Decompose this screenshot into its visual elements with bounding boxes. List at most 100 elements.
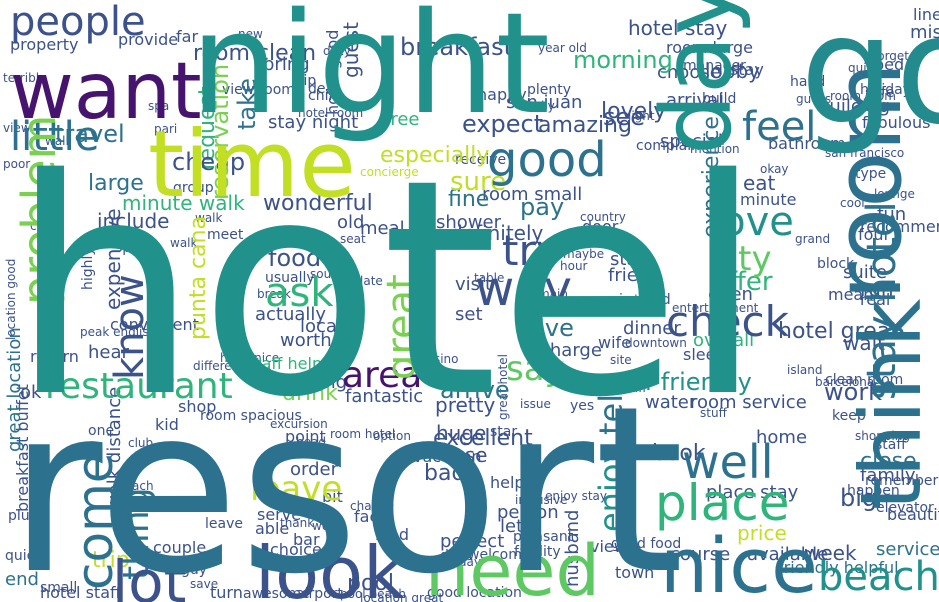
word-type: type [855,166,886,182]
word-help: help [490,473,525,492]
word-probably: probably [48,205,64,266]
word-country: country [580,210,626,224]
word-usually: usually [265,270,315,286]
word-recommend: recommend [860,217,939,236]
word-lobby: lobby [705,59,760,83]
word-bar: bar [293,530,320,549]
word-tell: tell [592,385,630,435]
word-receive: receive [455,152,506,168]
word-issue: issue [520,397,551,411]
word-charge: charge [540,340,602,361]
word-area: area [342,355,422,396]
word-cheap: cheap [172,148,245,176]
word-main: main [538,287,568,301]
word-awesome: awesome [243,586,310,602]
word-line: line [913,5,939,24]
word-website: website [617,293,664,307]
word-holiday: holiday [860,82,911,98]
word-include: include [97,209,169,233]
word-hear: hear [88,342,130,363]
word-facility: facility [514,544,561,560]
word-hour: hour [560,259,588,273]
word-great: great [379,274,425,380]
word-fact: fact [354,507,385,526]
word-room-large: room large [666,38,753,57]
word-beach: beach [818,554,939,600]
word-guess: guess [796,92,831,106]
word-view-room: view room [222,82,295,98]
word-elevator: elevator [876,500,934,516]
word-wonderful: wonderful [263,191,373,216]
word-let: let [500,516,523,537]
word-worth: worth [280,330,332,351]
word-instead: instead [619,292,671,308]
word-ask: ask [265,270,334,316]
word-spa: spa [148,99,169,113]
word-room-spacious: room spacious [200,408,302,424]
word-give: give [523,314,574,342]
word-stay: stay [730,60,764,79]
word-san-juan: san juan [506,92,582,113]
word-enjoy: enjoy [592,445,630,532]
word-hotel-great: hotel great [778,319,899,344]
word-hotel: hotel [10,116,764,463]
word-staff: staff [875,437,906,453]
word-stay-hotel: stay hotel [859,201,905,400]
word-evening: evening [275,372,347,393]
word-easily: easily [520,99,555,113]
word-pretty: pretty [435,393,495,417]
word-visit: visit [455,274,492,295]
word-resort: resort [8,358,684,602]
word-come: come [66,452,124,590]
word-great-hotel: great hotel [496,354,510,420]
word-lot: lot [112,548,186,602]
word-pay: pay [520,193,564,221]
word-terrible: terrible [3,71,46,85]
word-sure: sure [450,167,506,197]
word-sleep: sleep [683,345,726,364]
word-check: check [666,297,790,346]
word-deal: deal [308,81,338,97]
word-travel: travel [55,120,125,148]
word-site: site [610,353,632,367]
word-excellent: excellent [433,426,533,451]
word-use: use [452,443,487,467]
word-special: special [660,131,723,152]
word-take: take [233,78,261,130]
word-hand: hand [790,74,825,90]
word-actually: actually [255,304,326,325]
word-grand: grand [795,232,830,246]
word-entertainment: entertainment [672,301,759,315]
word-fun: fun [877,204,906,225]
word-club: club [128,436,153,450]
word-big: big [840,484,877,512]
word-happy: happy [477,85,527,104]
word-ok: ok [20,382,42,403]
word-overall: overall [693,330,754,351]
word-fantastic: fantastic [345,386,423,407]
word-enjoy-stay: enjoy stay [545,489,607,503]
word-property: property [10,35,79,54]
word-save: save [190,577,218,591]
word-turn: turn [210,583,243,602]
word-local: local [300,316,342,337]
word-four: four [858,225,891,244]
word-shower: shower [436,212,502,233]
word-good-location: good location [427,585,522,601]
word-bring: bring [263,54,310,75]
word-walk: walk [195,211,223,225]
word-lounge: lounge [874,187,915,201]
word-eat: eat [743,171,776,195]
word-wife: wife [598,333,631,352]
word-table: table [474,271,504,285]
word-wait: wait [843,331,885,355]
word-mean: mean [828,285,873,304]
word-return: return [30,347,79,366]
word-peak-english: peak english [80,325,156,339]
word-end: end [5,569,39,590]
word-case: case [30,219,58,233]
word-thank: thank [280,516,314,530]
word-know: know [107,274,153,380]
word-service: service [876,539,939,560]
